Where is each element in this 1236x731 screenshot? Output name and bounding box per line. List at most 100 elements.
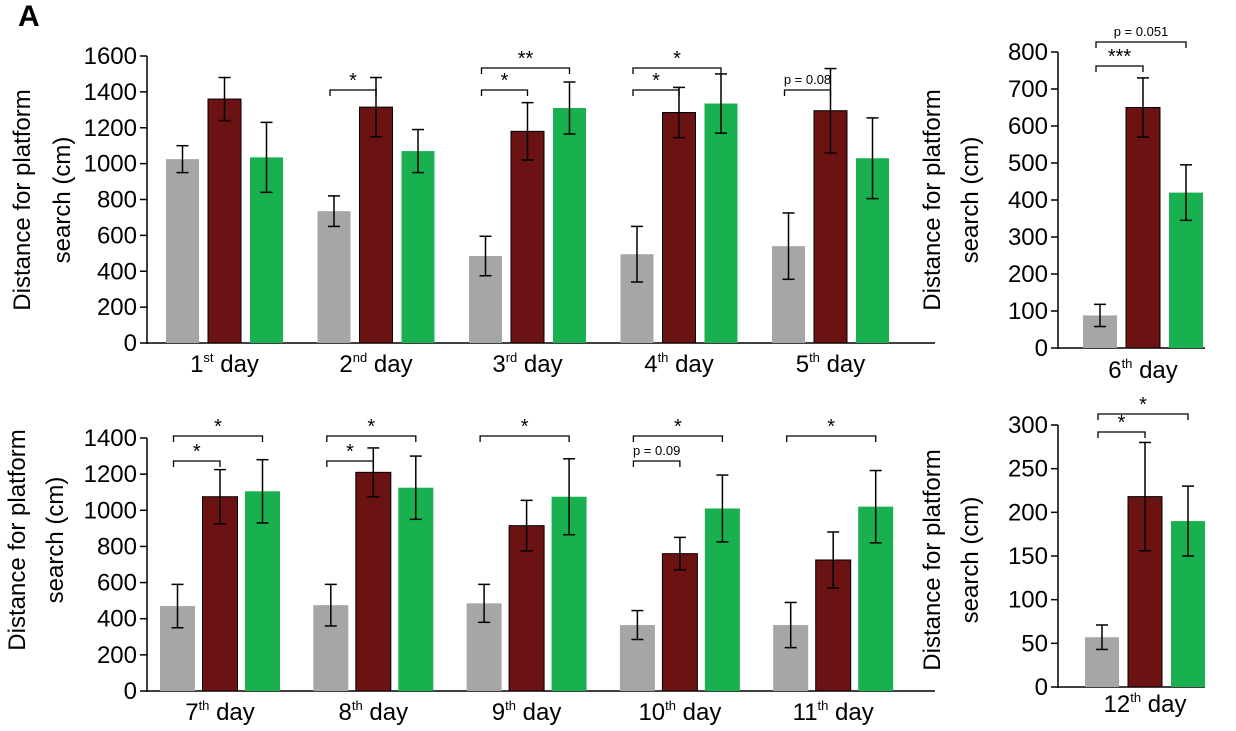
significance-bracket [479, 435, 570, 442]
x-category-label: 11th day [793, 698, 874, 726]
bar-group3 [553, 108, 586, 343]
significance-bracket [1097, 431, 1146, 438]
y-axis-title-line: Distance for platform [9, 89, 36, 310]
bar-group2 [202, 496, 238, 692]
y-tick-label: 0 [124, 678, 137, 705]
significance-bracket [632, 89, 680, 96]
significance-label: * [193, 441, 201, 463]
x-category-label: 2nd day [339, 350, 412, 378]
y-tick-label: 500 [1008, 150, 1048, 177]
significance-bracket [1095, 65, 1144, 72]
y-tick-label: 800 [97, 533, 137, 560]
y-tick-label: 0 [1035, 674, 1048, 701]
y-tick-label: 0 [1035, 335, 1048, 362]
x-category-label: 1st day [190, 350, 259, 378]
y-axis-title: Distance for platform search (cm) [919, 449, 984, 670]
significance-label: ** [518, 48, 534, 70]
y-tick-label: 800 [1008, 39, 1048, 66]
y-axis-title-line: search (cm) [957, 137, 984, 264]
y-tick-label: 200 [1008, 261, 1048, 288]
y-tick-label: 100 [1008, 587, 1048, 614]
significance-label: *** [1108, 46, 1132, 68]
chart-panel-1: 0 200 400 600 800 1000 1200 1400 1600 Distance fo… [9, 43, 935, 378]
y-tick-label: 250 [1008, 456, 1048, 483]
y-tick-label: 100 [1008, 298, 1048, 325]
significance-label: * [367, 416, 375, 438]
significance-label: * [827, 416, 835, 438]
x-category-label: 3rd day [492, 350, 562, 378]
x-category-label: 5th day [796, 350, 866, 378]
y-axis-title-line: Distance for platform [919, 449, 946, 670]
y-tick-label: 200 [97, 294, 137, 321]
y-tick-label: 600 [97, 570, 137, 597]
x-category-label: 6th day [1108, 356, 1178, 384]
significance-bracket [329, 89, 377, 96]
y-axis-title-line: Distance for platform [4, 429, 31, 650]
bar-group3 [704, 103, 738, 343]
y-tick-label: 1400 [84, 425, 137, 452]
significance-label: p = 0.08 [784, 72, 831, 87]
y-tick-label: 300 [1008, 224, 1048, 251]
x-category-label: 7th day [185, 698, 255, 726]
y-tick-label: 200 [97, 642, 137, 669]
bar-group3 [401, 151, 435, 343]
y-tick-label: 0 [124, 330, 137, 357]
significance-bracket [480, 89, 529, 96]
y-tick-label: 1200 [84, 461, 137, 488]
significance-label: * [1139, 394, 1147, 416]
bar-group3 [245, 491, 280, 691]
significance-label: * [1118, 412, 1126, 434]
y-tick-label: 1600 [84, 43, 137, 70]
y-axis-title: Distance for platform search (cm) [4, 429, 69, 650]
bar-group2 [359, 106, 393, 344]
bar-group1 [166, 159, 199, 343]
y-tick-label: 700 [1008, 76, 1048, 103]
y-tick-label: 150 [1008, 543, 1048, 570]
significance-bracket [1095, 41, 1187, 48]
x-category-label: 10th day [638, 698, 721, 726]
bar-group2 [207, 98, 242, 344]
chart-panel-4: 0 50 100 150 200 250 300 Distance for platform s… [919, 394, 1205, 718]
significance-bracket [783, 89, 832, 96]
significance-label: * [521, 416, 529, 438]
significance-bracket [632, 460, 681, 467]
y-axis-title: Distance for platform search (cm) [919, 89, 984, 310]
bar-group3 [398, 487, 434, 691]
significance-bracket [632, 67, 722, 74]
chart-panel-3: 0 200 400 600 800 1000 1200 1400 Distance for pl… [4, 416, 935, 726]
y-axis-title-line: Distance for platform [919, 89, 946, 310]
significance-label: * [214, 416, 222, 438]
significance-bracket [1097, 413, 1189, 420]
y-tick-label: 300 [1008, 412, 1048, 439]
significance-bracket [326, 435, 417, 442]
significance-label: p = 0.09 [633, 443, 680, 458]
y-axis-title-line: search (cm) [49, 137, 76, 264]
y-tick-label: 800 [97, 187, 137, 214]
significance-label: * [346, 441, 354, 463]
y-tick-label: 1000 [84, 497, 137, 524]
significance-bracket [172, 435, 264, 442]
panel-label: A [18, 0, 40, 33]
significance-label: p = 0.051 [1114, 24, 1169, 39]
x-category-label: 8th day [339, 698, 409, 726]
significance-label: * [673, 48, 681, 70]
y-tick-label: 600 [1008, 113, 1048, 140]
bar-group2 [661, 553, 698, 692]
x-category-label: 9th day [492, 698, 562, 726]
significance-label: * [349, 70, 357, 92]
y-tick-label: 400 [97, 258, 137, 285]
significance-label: * [674, 416, 682, 438]
y-tick-label: 1000 [84, 151, 137, 178]
y-tick-label: 1200 [84, 115, 137, 142]
bar-group2 [510, 130, 545, 344]
significance-label: * [501, 70, 509, 92]
y-tick-label: 400 [97, 606, 137, 633]
chart-panel-2: 0 100 200 300 400 500 600 700 800 Distance for pl… [919, 24, 1205, 384]
y-axis-title-line: search (cm) [957, 497, 984, 624]
y-tick-label: 400 [1008, 187, 1048, 214]
y-axis-title-line: search (cm) [42, 477, 69, 604]
bar-group2 [355, 471, 392, 692]
x-category-label: 4th day [644, 350, 714, 378]
significance-bracket [480, 67, 571, 74]
